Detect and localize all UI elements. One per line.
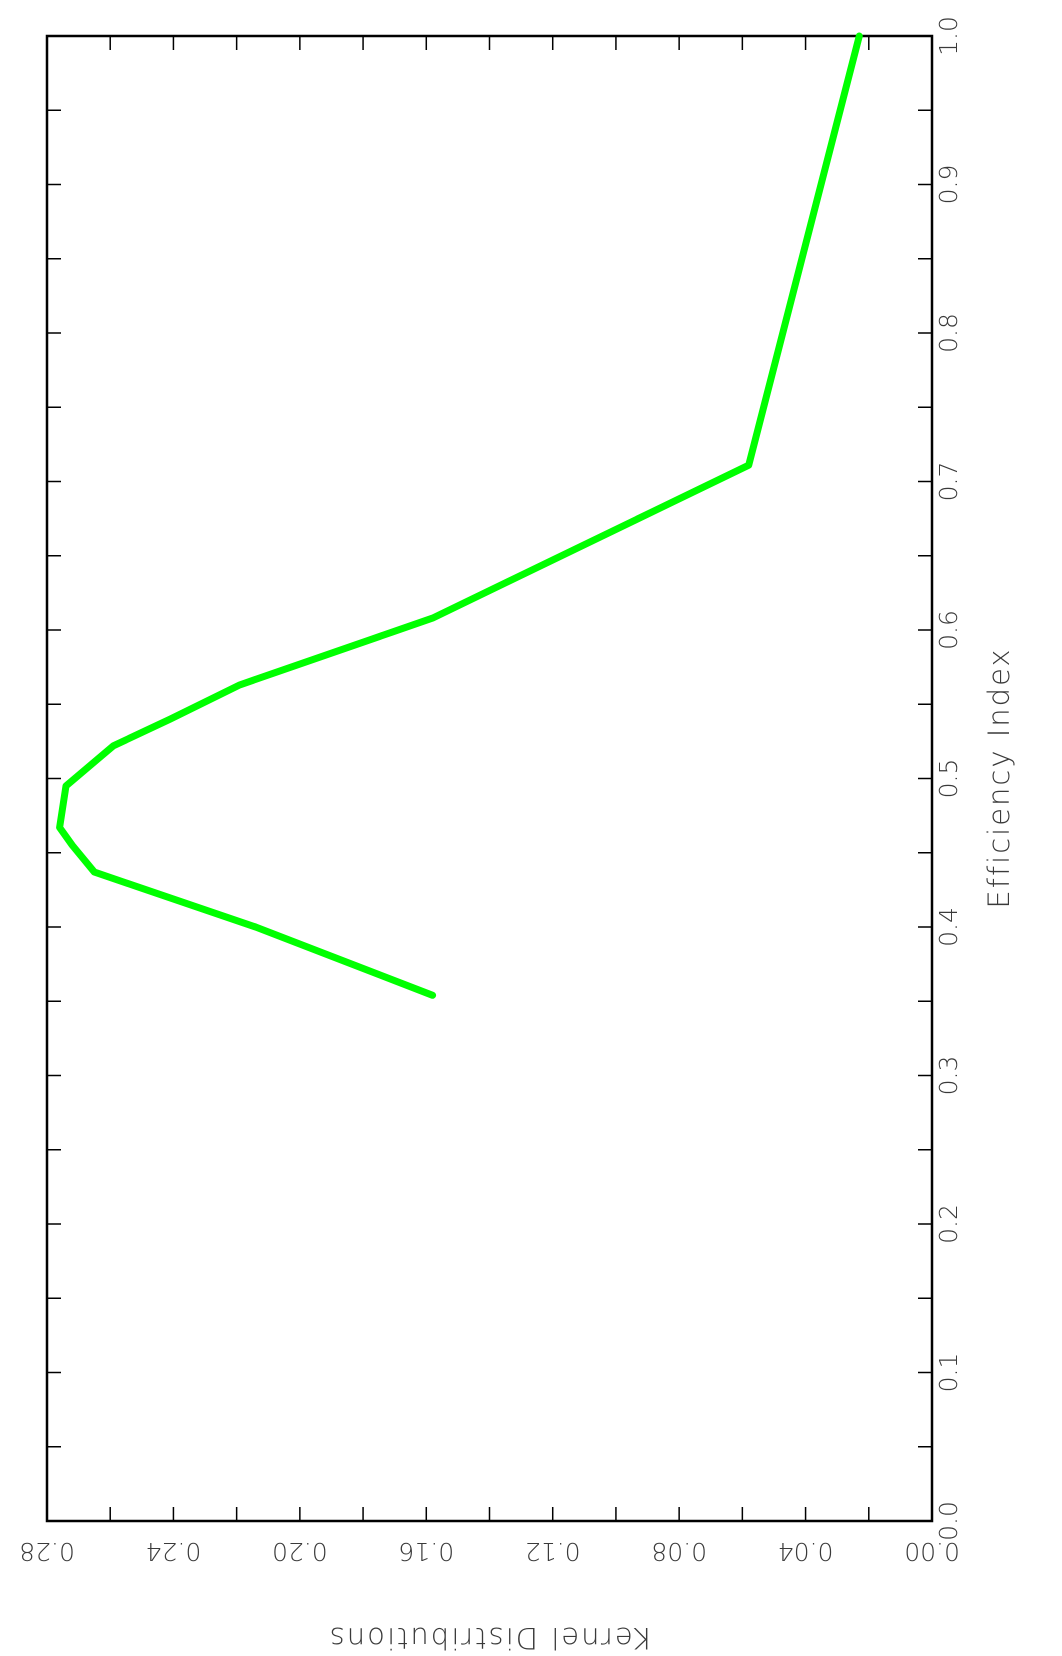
y-axis-title: Kernel Distributions	[328, 1621, 653, 1655]
x-tick-label: 0.7	[934, 462, 963, 502]
tick-labels: 0.0 0.1 0.2 0.3 0.4 0.5 0.6 0.7 0.8 0.9 1.0 0.00 0.0…	[19, 16, 963, 1566]
x-tick-label: 0.2	[934, 1204, 963, 1244]
y-tick-label: 0.04	[778, 1537, 834, 1566]
x-tick-label: 0.4	[934, 907, 963, 947]
x-tick-label: 0.8	[934, 313, 963, 353]
y-tick-label: 0.00	[904, 1537, 960, 1566]
x-tick-label: 0.5	[934, 759, 963, 799]
y-tick-label: 0.20	[272, 1537, 328, 1566]
x-tick-label: 0.9	[934, 165, 963, 205]
y-tick-label: 0.24	[146, 1537, 202, 1566]
series-line-kernel-distribution	[56, 32, 863, 999]
plot-frame	[45, 34, 934, 1523]
y-tick-label: 0.08	[651, 1537, 707, 1566]
x-tick-label: 0.6	[934, 610, 963, 650]
y-tick-label: 0.16	[398, 1537, 454, 1566]
x-tick-label: 0.0	[934, 1501, 963, 1541]
axis-ticks	[46, 35, 933, 1522]
y-tick-label: 0.28	[19, 1537, 75, 1566]
x-axis-title: Efficiency Index	[982, 647, 1016, 908]
y-tick-label: 0.12	[525, 1537, 581, 1566]
x-tick-label: 0.3	[934, 1056, 963, 1096]
x-tick-label: 1.0	[934, 16, 963, 56]
x-tick-label: 0.1	[934, 1353, 963, 1393]
